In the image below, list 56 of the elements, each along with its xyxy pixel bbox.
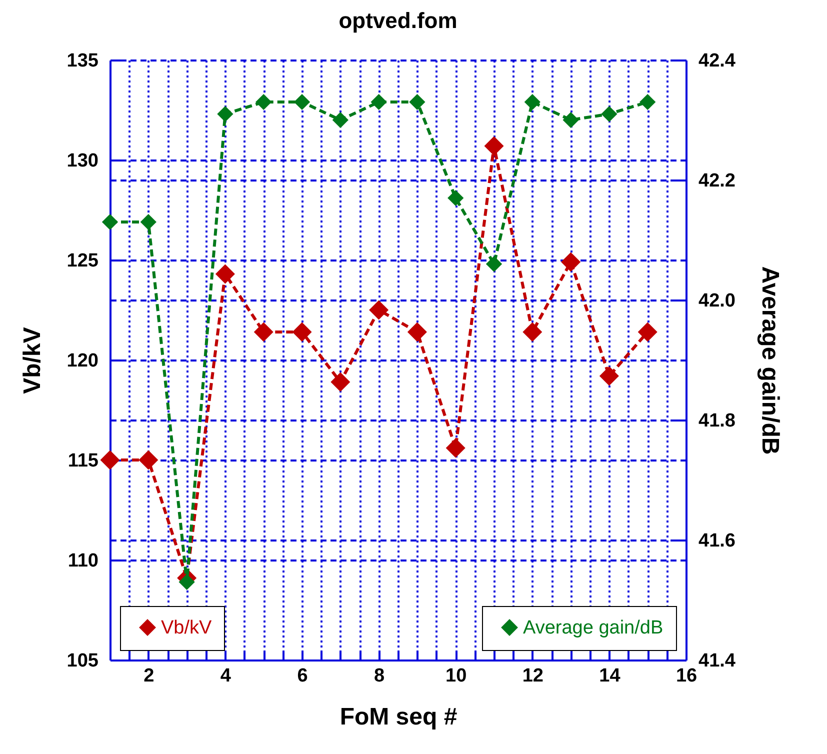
- point: [599, 366, 619, 386]
- point: [294, 94, 310, 110]
- y-tick-label: 125: [66, 250, 99, 272]
- x-tick-label: 12: [522, 666, 544, 686]
- x-tick-label: 16: [676, 666, 698, 686]
- y2-tick-label: 41.8: [698, 410, 736, 432]
- point: [524, 94, 540, 110]
- y-tick-label: 110: [68, 550, 98, 572]
- y2-tick-label: 42.0: [698, 290, 736, 312]
- y-axis-title: Vb/kV: [18, 327, 46, 394]
- point: [138, 450, 158, 470]
- x-tick-label: 14: [599, 666, 621, 686]
- y2-tick-label: 42.4: [698, 50, 736, 72]
- point: [370, 94, 387, 110]
- y-tick-label: 105: [66, 650, 99, 672]
- legend-label: Average gain/dB: [523, 618, 664, 638]
- point: [484, 136, 504, 156]
- point: [178, 574, 195, 590]
- point: [330, 372, 350, 392]
- y-tick-label: 115: [68, 450, 99, 472]
- point: [217, 106, 234, 122]
- x-tick-label: 6: [297, 666, 308, 686]
- point: [369, 300, 389, 320]
- point: [407, 322, 427, 342]
- x-axis-title: FoM seq #: [340, 704, 458, 730]
- legend-label: Vb/kV: [161, 618, 212, 638]
- point: [102, 214, 118, 230]
- point: [256, 94, 272, 110]
- x-tick-label: 2: [144, 666, 154, 686]
- point: [100, 450, 120, 470]
- point: [562, 112, 579, 128]
- y2-tick-label: 41.6: [698, 530, 736, 552]
- y-tick-label: 130: [66, 150, 98, 172]
- point: [486, 256, 502, 272]
- point: [561, 252, 581, 272]
- point: [446, 438, 466, 458]
- y2-axis-title: Average gain/dB: [756, 266, 784, 455]
- x-tick-label: 4: [220, 666, 232, 686]
- point: [292, 322, 312, 342]
- y-tick-label: 135: [66, 50, 99, 72]
- y-tick-label: 120: [66, 350, 98, 372]
- point: [215, 264, 235, 284]
- point: [448, 190, 464, 206]
- x-tick-label: 10: [446, 666, 467, 686]
- point: [601, 106, 618, 122]
- point: [409, 94, 426, 110]
- y2-tick-label: 42.2: [698, 170, 736, 192]
- chart-title: optved.fom: [338, 8, 458, 33]
- point: [254, 322, 274, 342]
- point: [140, 214, 156, 230]
- point: [522, 322, 542, 342]
- point: [638, 322, 658, 342]
- y2-tick-label: 41.4: [698, 650, 736, 672]
- point: [332, 112, 348, 128]
- point: [640, 94, 656, 110]
- x-tick-label: 8: [374, 666, 385, 686]
